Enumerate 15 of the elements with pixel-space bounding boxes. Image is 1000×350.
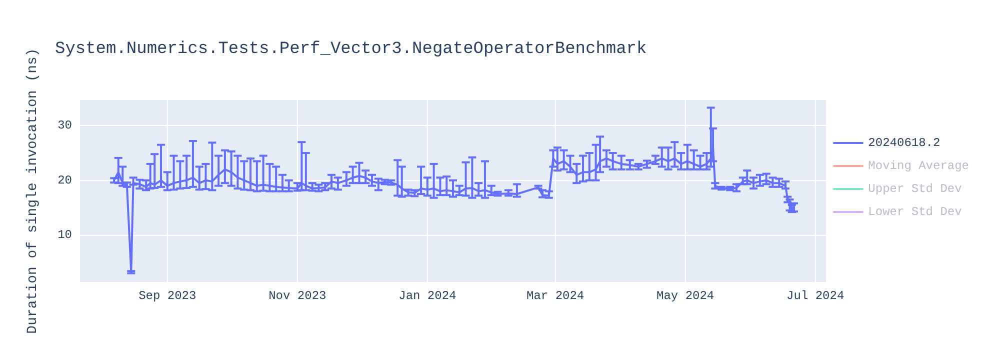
y-tick-label: 10 — [58, 228, 72, 242]
x-tick-label: Sep 2023 — [138, 289, 196, 303]
x-tick-label: Jan 2024 — [398, 289, 456, 303]
x-tick-label: Nov 2023 — [268, 289, 326, 303]
y-axis-title: Duration of single invocation (ns) — [25, 48, 41, 334]
y-tick-label: 20 — [58, 173, 72, 188]
x-tick-label: May 2024 — [656, 289, 714, 303]
legend-label: Upper Std Dev — [868, 182, 962, 196]
legend-label: 20240618.2 — [868, 136, 940, 150]
legend-label: Lower Std Dev — [868, 205, 962, 219]
chart-title: System.Numerics.Tests.Perf_Vector3.NegateOperatorBenchmark — [55, 40, 647, 59]
legend-label: Moving Average — [868, 159, 970, 173]
y-tick-label: 30 — [58, 118, 72, 133]
x-tick-label: Jul 2024 — [786, 289, 844, 303]
x-tick-label: Mar 2024 — [526, 289, 584, 303]
